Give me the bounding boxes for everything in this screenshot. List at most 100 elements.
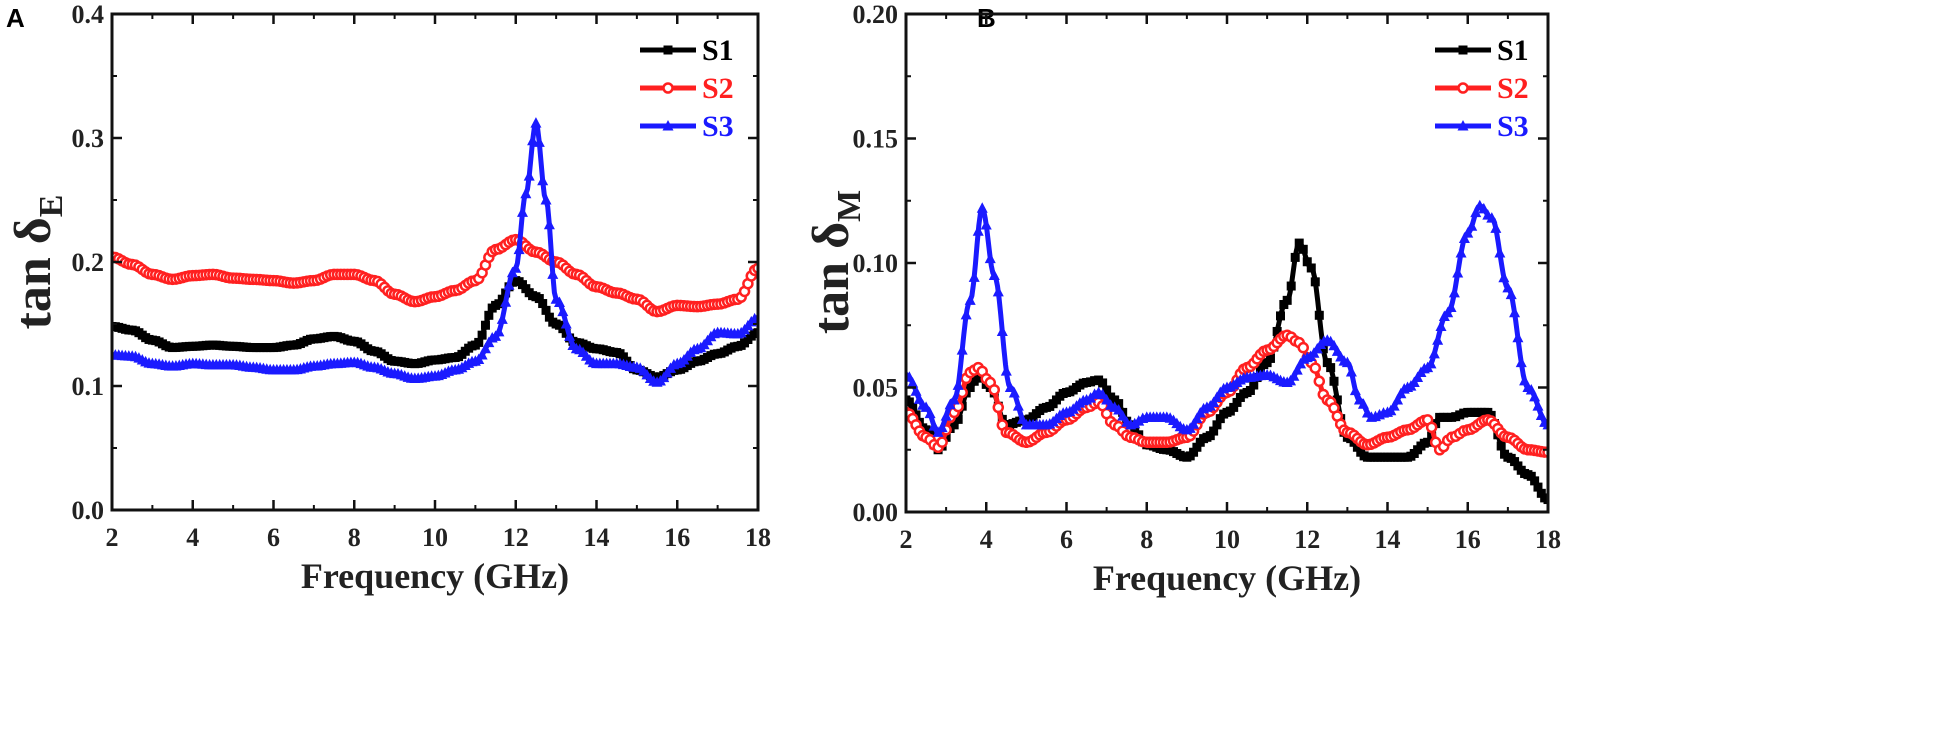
data-point <box>1117 410 1129 421</box>
data-point <box>1345 365 1357 377</box>
data-point <box>480 320 490 330</box>
series-markers-s3 <box>112 117 758 387</box>
panel-letter-a: A <box>6 3 25 33</box>
data-point <box>1332 395 1342 405</box>
chart-panel-b: 2 4 6 8 10 12 14 16 18 0.00 0.05 0.10 0.15 0.20 Freque… <box>803 0 1561 598</box>
data-point <box>907 377 919 388</box>
data-point <box>1294 238 1304 248</box>
data-point <box>936 421 948 433</box>
data-point <box>510 262 522 273</box>
data-point <box>1388 400 1400 411</box>
x-tick-label: 18 <box>1535 525 1561 554</box>
data-point <box>476 349 488 360</box>
data-point <box>753 328 758 338</box>
data-point <box>1452 266 1464 278</box>
data-point <box>1298 244 1308 254</box>
data-point <box>493 325 505 337</box>
y-axis-title-main: tan δ <box>5 217 62 329</box>
legend-marker <box>662 82 674 94</box>
data-point <box>538 299 548 309</box>
y-tick-label: 0.4 <box>72 0 105 29</box>
data-point <box>1462 227 1474 238</box>
data-point <box>1102 385 1112 395</box>
data-point <box>1478 202 1490 214</box>
data-point <box>1209 426 1219 436</box>
y-tick-label: 0.1 <box>72 372 105 401</box>
data-point <box>1352 442 1362 452</box>
data-point <box>949 420 959 430</box>
data-point <box>988 384 1001 396</box>
data-point <box>1322 358 1332 368</box>
data-point <box>910 385 922 396</box>
legend-entry-s3: S3 <box>1435 110 1529 143</box>
data-point <box>500 296 512 307</box>
data-point <box>1114 399 1124 409</box>
data-point <box>920 401 932 412</box>
data-point <box>523 170 535 181</box>
data-point <box>1212 420 1222 430</box>
data-point <box>960 308 972 320</box>
data-point <box>1016 413 1028 424</box>
data-point <box>540 194 552 205</box>
data-point <box>1490 222 1502 233</box>
data-point <box>534 294 544 304</box>
data-point <box>516 206 528 217</box>
legend-label: S3 <box>1497 110 1529 143</box>
data-point <box>969 376 979 386</box>
data-point <box>988 269 1000 280</box>
data-point <box>1192 442 1202 452</box>
x-tick-label: 18 <box>745 523 771 552</box>
data-point <box>541 305 551 315</box>
data-point <box>474 337 484 347</box>
data-point <box>484 310 494 320</box>
data-point <box>497 294 507 304</box>
data-point <box>953 414 963 424</box>
legend-marker <box>662 120 674 131</box>
data-point <box>948 393 960 405</box>
data-point <box>1249 380 1259 390</box>
data-point <box>956 344 968 355</box>
chart-panel-a: 2 4 6 8 10 12 14 16 18 0.0 0.1 0.2 0.3 0.4 Frequency (… <box>5 0 771 596</box>
data-point <box>527 134 539 146</box>
data-point <box>1458 232 1470 243</box>
data-point <box>1265 353 1275 363</box>
data-point <box>1288 370 1300 381</box>
x-tick-label: 8 <box>348 523 361 552</box>
series-line-s1 <box>906 240 1548 503</box>
legend-marker <box>663 45 673 55</box>
data-point <box>952 379 964 390</box>
x-tick-label: 14 <box>584 523 610 552</box>
data-point <box>1425 421 1438 434</box>
data-point <box>503 279 515 290</box>
legend-entry-s3: S3 <box>640 110 734 143</box>
y-tick-label: 0.20 <box>853 0 899 29</box>
data-point <box>1536 488 1546 498</box>
data-point <box>547 268 559 279</box>
data-point <box>1435 320 1447 331</box>
data-point <box>908 402 918 412</box>
data-point <box>1455 247 1467 258</box>
legend-label: S2 <box>1497 72 1529 105</box>
x-tick-label: 4 <box>980 525 993 554</box>
plot-area <box>906 199 1548 505</box>
data-point <box>1314 310 1324 320</box>
y-tick-label: 0.05 <box>853 374 899 403</box>
data-point <box>1297 341 1309 354</box>
data-point <box>1445 301 1457 312</box>
legend-label: S3 <box>702 110 734 143</box>
data-point <box>560 318 572 329</box>
data-point <box>928 420 940 431</box>
y-axis-title: tan δM <box>803 190 868 334</box>
series-markers-s1 <box>112 276 758 382</box>
data-point <box>1448 286 1460 298</box>
data-point <box>1232 397 1242 407</box>
data-point <box>921 425 931 435</box>
data-point <box>1290 252 1300 262</box>
data-point <box>1008 386 1020 398</box>
data-point <box>1425 357 1437 369</box>
data-point <box>1466 220 1478 231</box>
legend-entry-s1: S1 <box>640 34 734 67</box>
data-point <box>496 313 508 324</box>
x-axis-title: Frequency (GHz) <box>1093 558 1361 598</box>
